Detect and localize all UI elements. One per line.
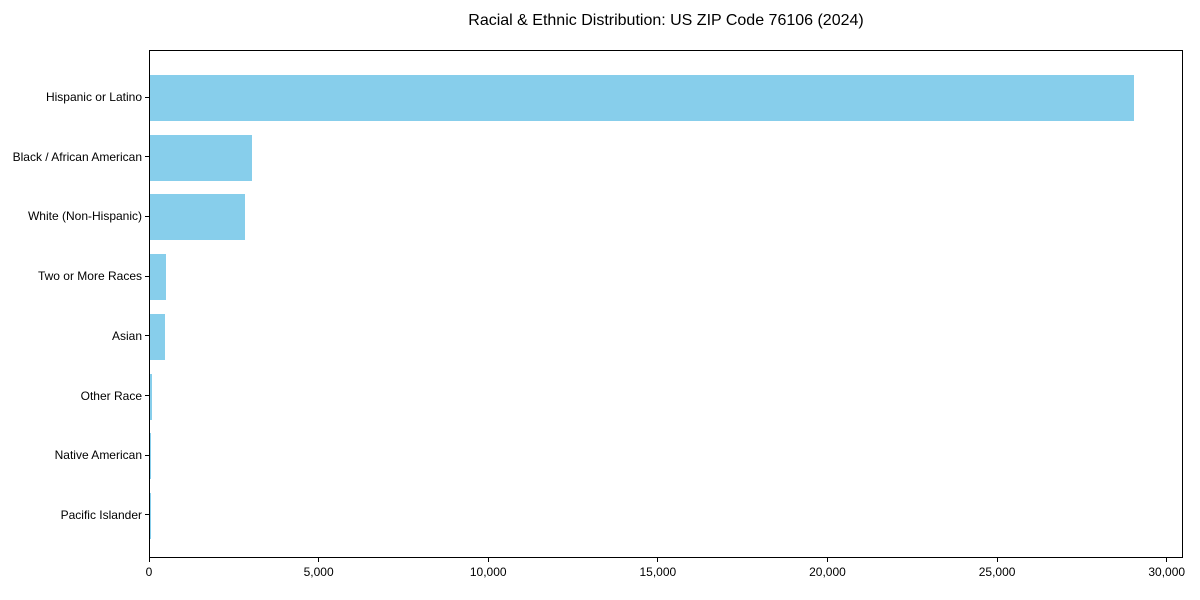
y-tick-mark	[145, 275, 149, 277]
y-tick-label-pacific-islander: Pacific Islander	[60, 507, 142, 522]
plot-area	[149, 50, 1183, 558]
bar-other-race	[150, 373, 153, 420]
bar-white-non-hispanic	[150, 194, 245, 241]
y-tick-mark	[145, 335, 149, 337]
x-tick-mark	[318, 558, 320, 562]
bar-black-african-american	[150, 134, 252, 181]
x-tick-label-30000: 30,000	[1148, 565, 1186, 579]
bar-two-or-more-races	[150, 254, 167, 301]
bar-native-american	[150, 433, 151, 480]
y-tick-label-hispanic-or-latino: Hispanic or Latino	[45, 90, 142, 104]
x-tick-mark	[657, 558, 659, 562]
x-tick-label-5000: 5,000	[303, 565, 334, 579]
x-tick-mark	[826, 558, 828, 562]
x-tick-mark	[1166, 558, 1168, 562]
y-tick-mark	[145, 156, 149, 158]
y-tick-label-asian: Asian	[111, 328, 142, 343]
y-tick-label-white-non-hispanic: White (Non-Hispanic)	[27, 209, 142, 224]
chart-title: Racial & Ethnic Distribution: US ZIP Cod…	[468, 12, 864, 29]
y-tick-mark	[145, 96, 149, 98]
y-tick-mark	[145, 215, 149, 217]
x-tick-label-20000: 20,000	[809, 565, 846, 579]
x-tick-label-10000: 10,000	[469, 565, 507, 579]
x-tick-mark	[996, 558, 998, 562]
y-tick-mark	[145, 454, 149, 456]
bar-asian	[150, 313, 166, 360]
bar-hispanic-or-latino	[150, 75, 1134, 121]
x-tick-mark	[148, 558, 150, 562]
y-tick-mark	[145, 514, 149, 516]
y-tick-mark	[145, 395, 149, 396]
x-tick-label-15000: 15,000	[639, 565, 677, 579]
y-tick-label-black-african-american: Black / African American	[12, 149, 142, 164]
y-tick-label-native-american: Native American	[54, 448, 142, 463]
x-tick-label-0: 0	[145, 565, 153, 579]
x-tick-mark	[487, 558, 489, 562]
y-tick-label-other-race: Other Race	[80, 388, 142, 403]
x-tick-label-25000: 25,000	[978, 565, 1016, 579]
y-tick-label-two-or-more-races: Two or More Races	[37, 269, 142, 284]
